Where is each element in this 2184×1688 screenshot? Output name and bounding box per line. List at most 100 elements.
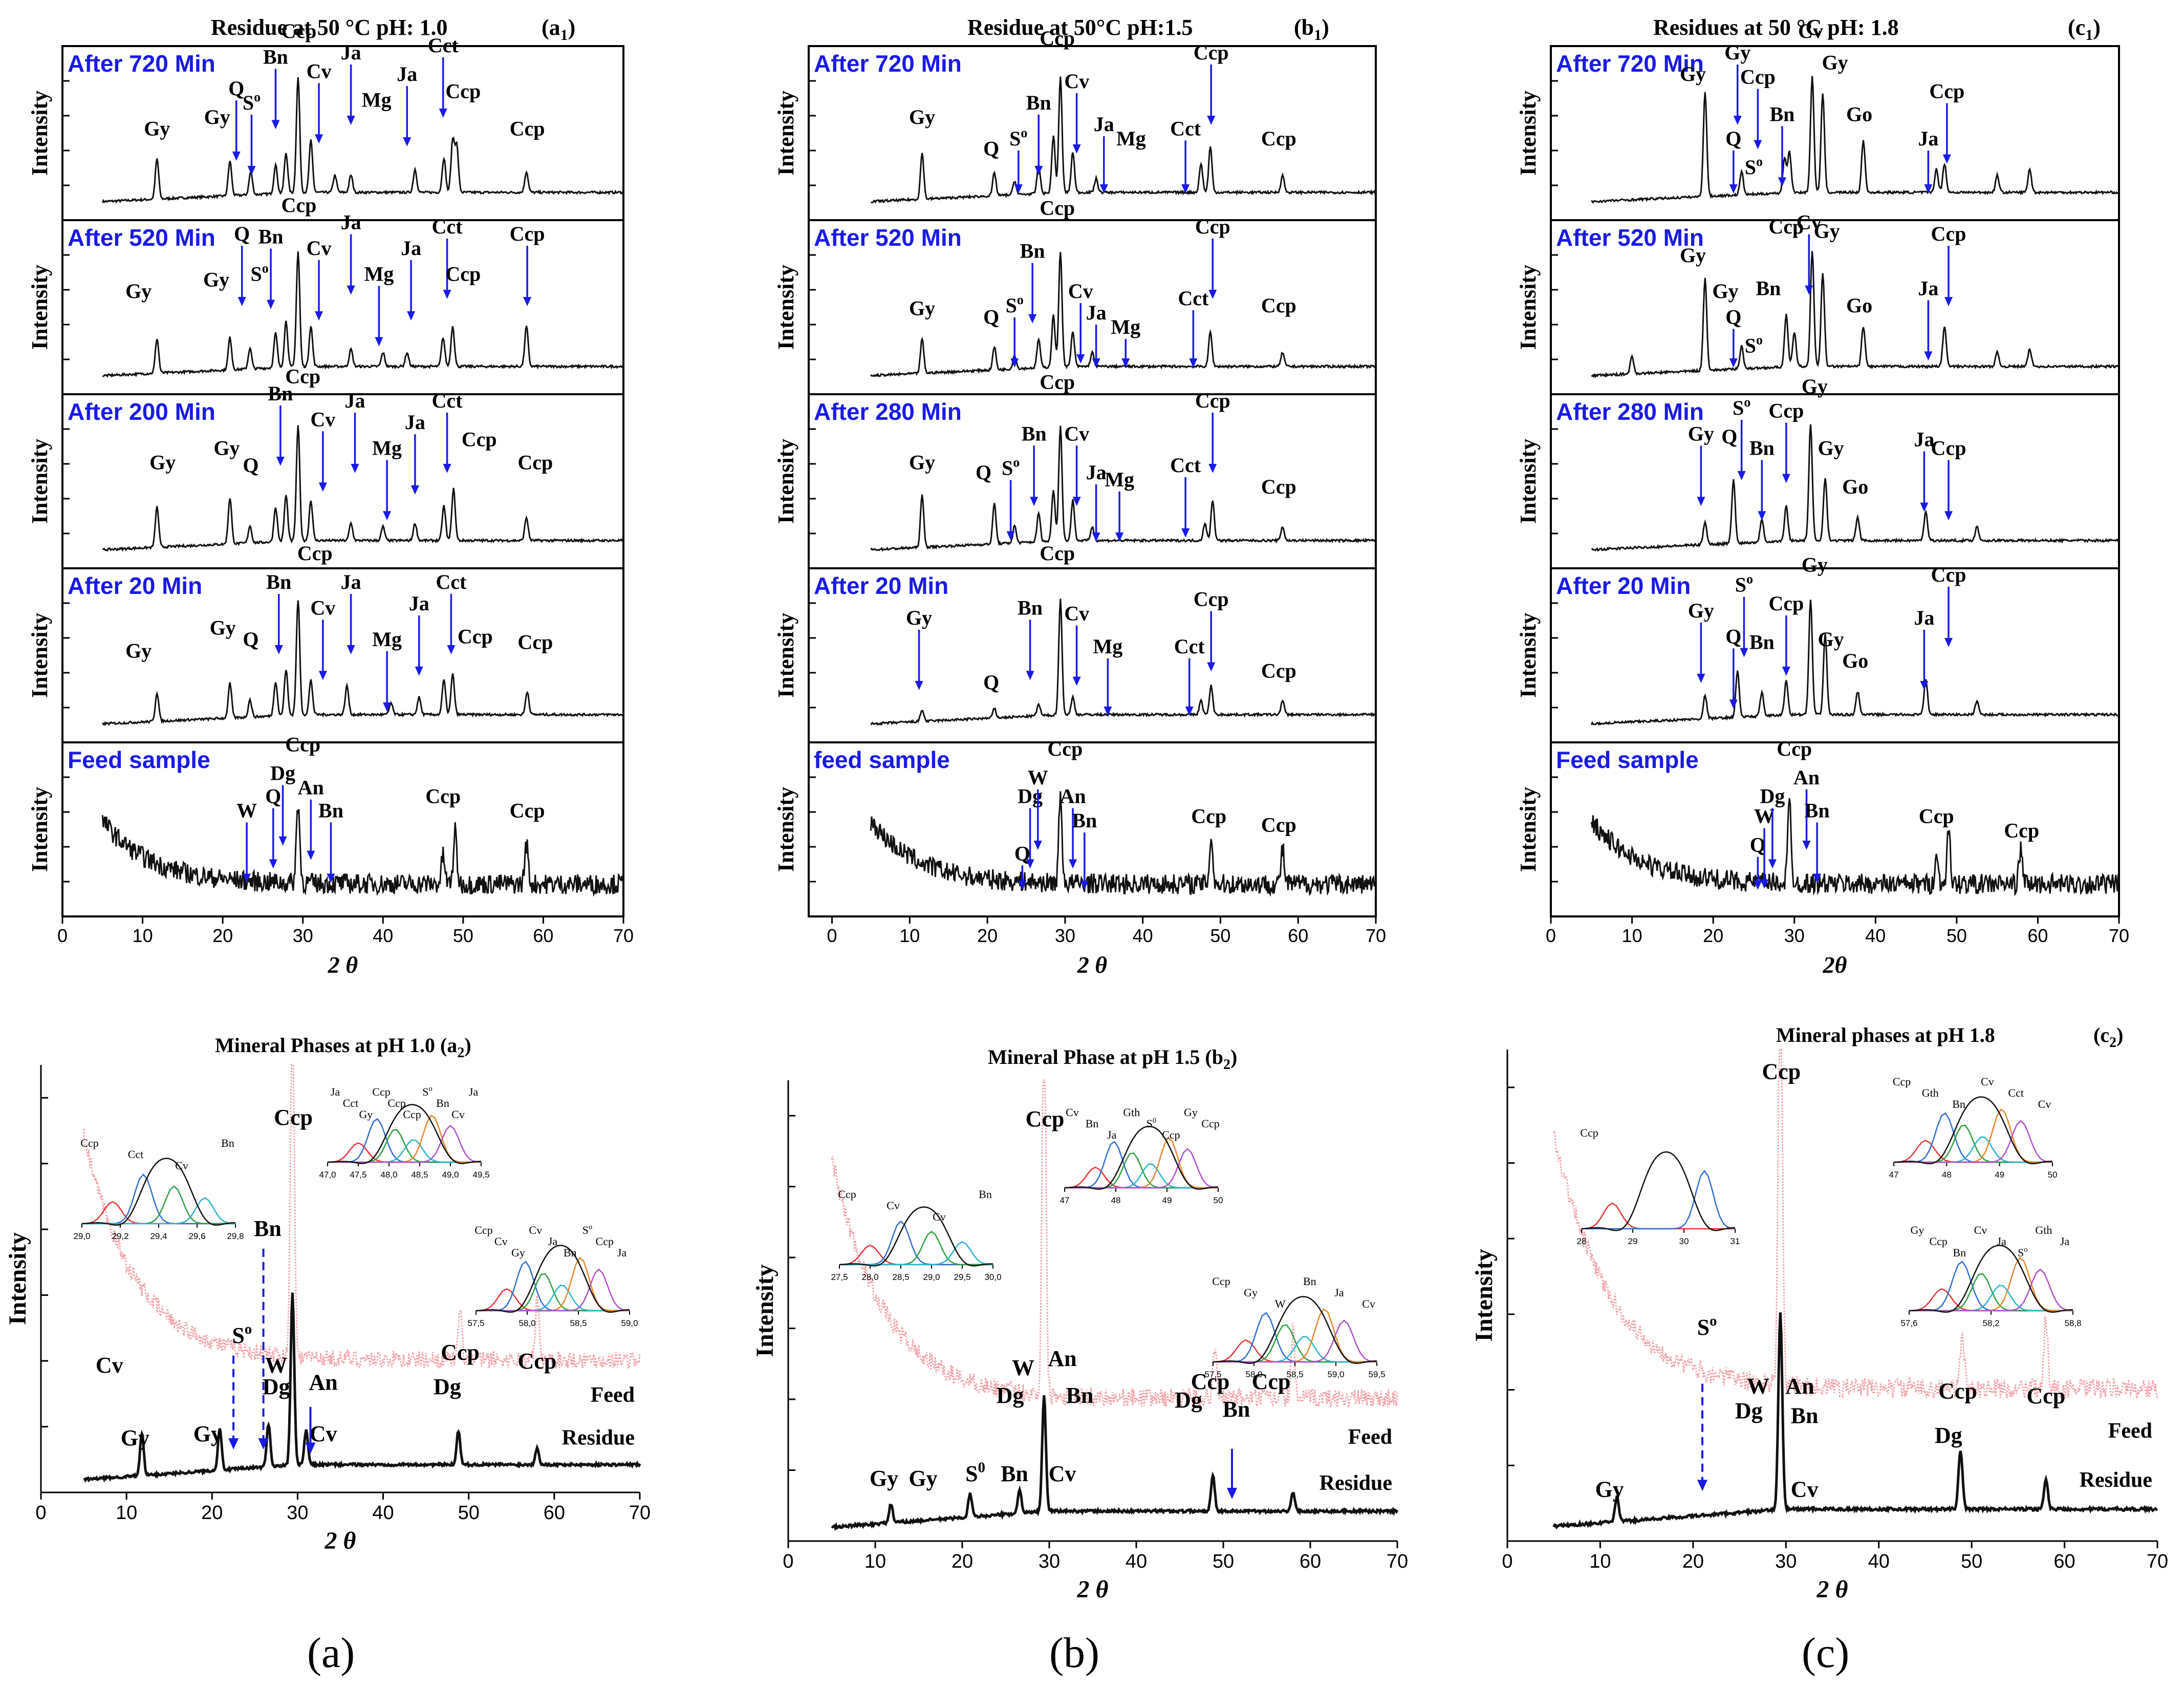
peak-label: Go: [1842, 649, 1868, 672]
peak-label: So: [251, 261, 269, 285]
x-tick-label: 50: [1210, 925, 1230, 946]
caption-a: (a): [307, 1628, 355, 1678]
panel-b2: Mineral Phase at pH 1.5 (b2)IntensityFee…: [751, 1045, 1408, 1603]
peak-label: Gy: [213, 436, 240, 459]
x-tick-label: 10: [1589, 1551, 1611, 1572]
inset-fit-curve: [839, 1242, 993, 1265]
inset-tick-label: 30,0: [984, 1272, 1001, 1282]
inset-label: Ccp: [1929, 1235, 1947, 1248]
peak-arrowhead: [1181, 528, 1190, 538]
x-tick-label: 60: [2027, 925, 2048, 946]
inset-tick-label: 57,6: [1900, 1318, 1917, 1328]
peak-arrowhead: [307, 851, 315, 860]
xrd-trace: [871, 792, 1376, 894]
inset-tick-label: 58,2: [1982, 1318, 1999, 1328]
inset-label: Ccp: [1212, 1275, 1230, 1288]
inset-fit-curve: [476, 1289, 630, 1311]
peak-label: Ja: [341, 41, 361, 64]
peak-label: Q: [976, 461, 991, 484]
xrd-trace: [871, 599, 1376, 725]
peak-arrowhead: [443, 464, 451, 473]
peak-arrowhead: [1944, 297, 1953, 306]
inset-label: Bn: [221, 1137, 234, 1149]
x-tick-label: 20: [1703, 925, 1723, 946]
peak-label: Gy: [909, 1466, 937, 1491]
panel-tag: (a1): [542, 15, 575, 44]
xrd-trace: [102, 601, 623, 725]
peak-label: Cv: [307, 59, 332, 82]
y-axis-label: Intensity: [1471, 1249, 1498, 1341]
peak-label: Dg: [263, 1374, 290, 1399]
x-tick-label: 70: [2109, 925, 2129, 946]
y-axis-label: Intensity: [773, 613, 798, 698]
inset-label: Ccp: [1201, 1117, 1219, 1130]
peak-label: Q: [228, 77, 244, 100]
inset-label: Bn: [1303, 1275, 1316, 1288]
peak-arrowhead: [447, 645, 455, 654]
inset-fit-curve: [1909, 1289, 2073, 1311]
caption-b: (b): [1049, 1628, 1099, 1678]
peak-label: Ja: [1086, 461, 1107, 484]
x-tick-label: 0: [783, 1551, 793, 1572]
residue-trace: [832, 1395, 1397, 1528]
peak-label: Ccp: [1040, 371, 1075, 394]
feed-trace: [1554, 1050, 2157, 1398]
xrd-trace: [1591, 76, 2119, 203]
x-tick-label: 70: [1387, 1551, 1408, 1572]
peak-label: Ccp: [445, 262, 481, 285]
inset-label: Cv: [933, 1210, 946, 1223]
peak-label: Bn: [1769, 102, 1794, 125]
panel-c2: Mineral phases at pH 1.8 (c2)IntensityFee…: [1471, 1023, 2168, 1603]
inset-label: Bn: [979, 1188, 992, 1201]
inset-tick-label: 58,8: [2064, 1318, 2081, 1328]
peak-arrowhead: [1207, 116, 1215, 125]
inset-fit-curve: [82, 1186, 235, 1224]
peak-label: Gy: [149, 451, 176, 474]
peak-arrowhead: [232, 152, 241, 161]
strip-label: After 720 Min: [814, 50, 962, 77]
peak-label: So: [1002, 455, 1020, 480]
peak-label: Ccp: [1768, 592, 1804, 615]
peak-label: Gy: [1680, 62, 1706, 86]
peak-arrowhead: [1028, 314, 1036, 324]
peak-label: Bn: [258, 225, 284, 248]
inset-1: 28 29 30 31Ccp: [1577, 1126, 1740, 1246]
peak-label: Ccp: [510, 117, 545, 140]
inset-fit-curve: [328, 1143, 481, 1163]
peak-label: Gy: [193, 1421, 222, 1446]
peak-label: Cct: [432, 389, 463, 412]
peak-label: So: [1006, 292, 1024, 317]
inset-tick-label: 59,0: [621, 1318, 638, 1328]
y-axis-label: Intensity: [27, 613, 52, 698]
x-tick-label: 10: [133, 925, 153, 946]
peak-arrowhead: [1754, 140, 1762, 149]
inset-label: Gth: [1922, 1086, 1939, 1099]
inset-tick-label: 57,5: [1204, 1370, 1221, 1379]
peak-label: Ccp: [462, 428, 497, 451]
peak-arrowhead: [1805, 286, 1813, 295]
strip-label: After 20 Min: [1556, 572, 1691, 599]
y-axis-label: Intensity: [27, 91, 52, 176]
inset-fit-curve: [1213, 1325, 1377, 1362]
peak-label: Gy: [203, 268, 229, 291]
panel-a1: Residue at 50 °C pH: 1.0 (a1)IntensityAft…: [27, 15, 634, 978]
peak-label: Gy: [1822, 51, 1848, 74]
series-label: Feed: [1348, 1425, 1392, 1449]
peak-label: Gy: [1814, 219, 1840, 242]
inset-tick-label: 31: [1731, 1236, 1740, 1246]
peak-arrowhead: [279, 837, 287, 846]
inset-label: Ja: [1997, 1235, 2006, 1248]
peak-label: So: [1735, 572, 1753, 596]
peak-arrowhead: [1782, 667, 1790, 676]
inset-tick-label: 49: [1995, 1170, 2004, 1180]
peak-label: Gy: [1680, 244, 1706, 267]
inset-label: So: [422, 1085, 432, 1098]
xrd-trace: [102, 425, 623, 551]
peak-label: Go: [1842, 475, 1868, 498]
peak-label: Ja: [405, 411, 425, 434]
inset-label: Ja: [331, 1085, 340, 1098]
inset-label: Ja: [617, 1246, 627, 1259]
peak-arrowhead: [319, 482, 327, 492]
x-tick-label: 10: [1622, 925, 1642, 946]
peak-arrowhead: [248, 166, 256, 175]
